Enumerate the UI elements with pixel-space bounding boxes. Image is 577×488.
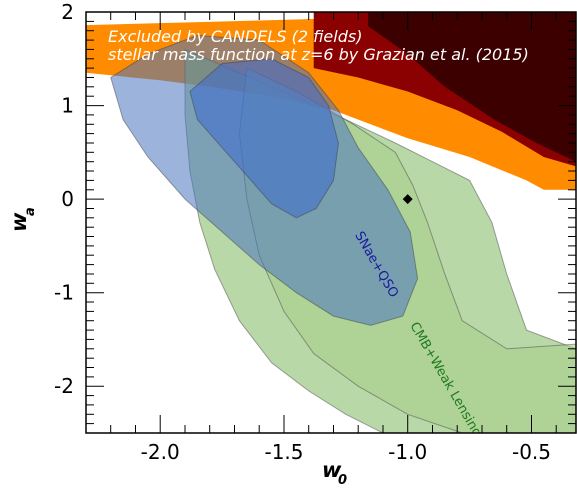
x-tick-label: -1.5 (264, 440, 303, 464)
excluded-annotation-line2: stellar mass function at z=6 by Grazian … (108, 45, 529, 64)
x-tick-label: -1.0 (388, 440, 427, 464)
y-tick-label: 0 (61, 187, 74, 211)
y-tick-label: -2 (54, 374, 74, 398)
y-axis-label-subscript: a (23, 207, 38, 216)
y-axis-title: w a (7, 207, 38, 232)
y-tick-label: 1 (61, 94, 74, 118)
x-axis-title: w 0 (322, 458, 347, 488)
x-axis-label-subscript: 0 (338, 473, 347, 488)
x-tick-label: -2.0 (141, 440, 180, 464)
excluded-annotation-line1: Excluded by CANDELS (2 fields) (108, 27, 362, 46)
y-tick-label: -1 (54, 281, 74, 305)
x-tick-label: -0.5 (512, 440, 551, 464)
regions-layer (86, 12, 576, 433)
y-tick-label: 2 (61, 0, 74, 24)
